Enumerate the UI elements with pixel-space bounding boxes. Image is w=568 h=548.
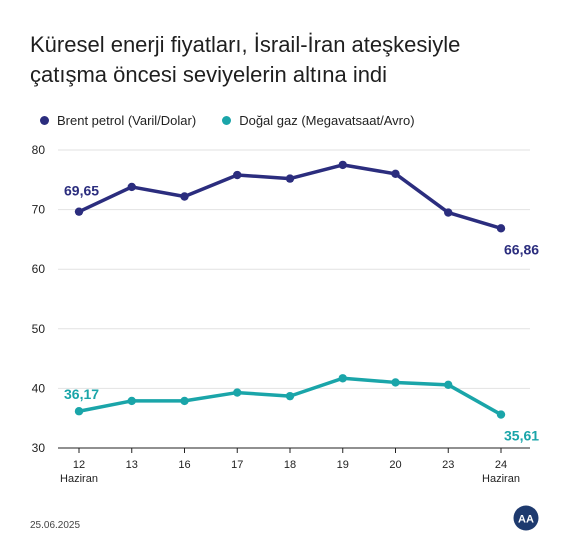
data-label: 69,65 [64, 183, 99, 199]
data-point [127, 182, 136, 192]
y-tick-label: 70 [32, 203, 46, 217]
x-tick-label: 13 [126, 459, 138, 471]
x-tick-label: 24 [495, 459, 507, 471]
data-label: 66,86 [504, 241, 539, 257]
y-tick-label: 80 [32, 143, 46, 157]
data-point [285, 174, 295, 183]
aa-logo: AA [513, 505, 539, 531]
data-point [127, 396, 136, 406]
x-tick-label: 19 [337, 459, 349, 471]
data-point [233, 170, 242, 180]
x-tick-label: 17 [231, 459, 243, 471]
y-tick-label: 30 [32, 441, 46, 455]
data-label: 35,61 [504, 428, 539, 444]
data-point [391, 378, 400, 387]
data-point [444, 380, 453, 390]
legend: Brent petrol (Varil/Dolar) Doğal gaz (Me… [40, 113, 415, 128]
data-point [338, 160, 347, 170]
legend-marker-brent [40, 116, 49, 125]
legend-item-gas: Doğal gaz (Megavatsaat/Avro) [222, 113, 415, 128]
data-point [180, 192, 189, 201]
title-line-1: Küresel enerji fiyatları, İsrail-İran at… [30, 32, 461, 57]
data-point [74, 207, 84, 216]
data-point [233, 388, 242, 397]
data-point [285, 391, 295, 401]
legend-label-brent: Brent petrol (Varil/Dolar) [57, 113, 197, 128]
data-point [74, 407, 84, 416]
legend-label-gas: Doğal gaz (Megavatsaat/Avro) [239, 113, 415, 128]
chart-title: Küresel enerji fiyatları, İsrail-İran at… [30, 30, 530, 90]
data-point [180, 396, 189, 406]
logo-lettering: AA [518, 514, 534, 526]
x-tick-sublabel: Haziran [482, 473, 520, 485]
x-tick-label: 18 [284, 459, 296, 471]
x-tick-label: 23 [442, 459, 454, 471]
data-point [444, 208, 453, 217]
data-point [496, 410, 506, 419]
y-tick-label: 50 [32, 322, 46, 336]
data-point [391, 169, 400, 179]
x-tick-sublabel: Haziran [60, 473, 98, 485]
publish-date: 25.06.2025 [30, 520, 81, 531]
legend-item-brent: Brent petrol (Varil/Dolar) [40, 113, 196, 128]
x-tick-label: 20 [389, 459, 401, 471]
x-tick-label: 12 [73, 459, 85, 471]
data-label: 36,17 [64, 386, 99, 402]
data-point [496, 224, 506, 233]
data-point [338, 374, 347, 383]
y-tick-label: 60 [32, 262, 46, 276]
y-tick-label: 40 [32, 381, 46, 395]
title-line-2: çatışma öncesi seviyelerin altına indi [30, 62, 388, 87]
x-tick-label: 16 [178, 459, 190, 471]
legend-marker-gas [222, 116, 232, 125]
